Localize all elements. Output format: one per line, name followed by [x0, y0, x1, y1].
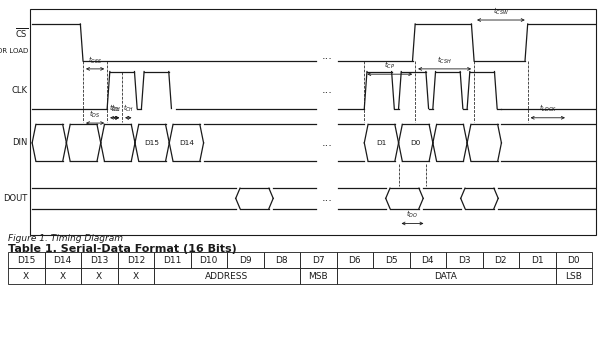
Text: D6: D6 — [349, 256, 361, 265]
Text: D14: D14 — [179, 140, 194, 146]
Text: $t_{LDCK}$: $t_{LDCK}$ — [539, 103, 557, 115]
Text: D13: D13 — [90, 256, 109, 265]
Text: D3: D3 — [458, 256, 470, 265]
Text: $t_{CP}$: $t_{CP}$ — [384, 60, 395, 71]
Bar — [482, 252, 519, 268]
Text: CLK: CLK — [12, 86, 28, 95]
Text: DIN: DIN — [13, 138, 28, 147]
Bar — [44, 268, 81, 284]
Text: D7: D7 — [312, 256, 325, 265]
Text: D12: D12 — [127, 256, 145, 265]
Bar — [154, 268, 300, 284]
Text: Table 1. Serial-Data Format (16 Bits): Table 1. Serial-Data Format (16 Bits) — [8, 244, 237, 254]
Text: $t_{CSS}$: $t_{CSS}$ — [88, 54, 102, 66]
Bar — [8, 252, 44, 268]
Bar — [44, 252, 81, 268]
Text: D11: D11 — [163, 256, 181, 265]
Bar — [337, 252, 373, 268]
Text: ...: ... — [322, 193, 332, 203]
Text: $t_{CH}$: $t_{CH}$ — [123, 103, 134, 115]
Text: D4: D4 — [421, 256, 434, 265]
Text: D9: D9 — [239, 256, 251, 265]
Bar — [154, 252, 191, 268]
Bar — [300, 268, 337, 284]
Text: DOUT: DOUT — [4, 194, 28, 203]
Text: D2: D2 — [494, 256, 507, 265]
Text: D1: D1 — [531, 256, 544, 265]
Text: MSB: MSB — [308, 272, 328, 280]
Text: X: X — [133, 272, 139, 280]
Text: $t_{CL}$: $t_{CL}$ — [111, 103, 121, 115]
Text: ...: ... — [322, 138, 332, 148]
Text: ADDRESS: ADDRESS — [205, 272, 248, 280]
Text: X: X — [96, 272, 103, 280]
Text: $t_{DS}$: $t_{DS}$ — [89, 108, 101, 120]
Bar — [337, 268, 556, 284]
Bar — [409, 252, 446, 268]
Bar — [8, 268, 44, 284]
Text: $t_{CSH}$: $t_{CSH}$ — [437, 54, 452, 66]
Text: X: X — [59, 272, 66, 280]
Bar — [556, 252, 592, 268]
Text: D15: D15 — [145, 140, 160, 146]
Text: DATA: DATA — [434, 272, 457, 280]
Bar — [118, 268, 154, 284]
Bar — [118, 252, 154, 268]
Text: ...: ... — [322, 85, 332, 95]
Bar — [556, 268, 592, 284]
Text: D0: D0 — [568, 256, 580, 265]
Bar — [446, 252, 482, 268]
Text: D5: D5 — [385, 256, 398, 265]
Text: ...: ... — [322, 51, 332, 61]
Text: D10: D10 — [200, 256, 218, 265]
Text: $t_{CSW}$: $t_{CSW}$ — [493, 5, 509, 17]
Bar — [373, 252, 409, 268]
Bar — [191, 252, 227, 268]
Text: X: X — [23, 272, 29, 280]
Bar — [81, 252, 118, 268]
Text: $t_{DH}$: $t_{DH}$ — [109, 103, 121, 115]
Text: $t_{DO}$: $t_{DO}$ — [406, 209, 419, 220]
Bar — [263, 252, 300, 268]
Text: D0: D0 — [410, 140, 421, 146]
Text: D15: D15 — [17, 256, 35, 265]
Bar — [519, 252, 556, 268]
Text: D1: D1 — [376, 140, 386, 146]
Text: D14: D14 — [53, 256, 72, 265]
Bar — [227, 252, 263, 268]
Bar — [81, 268, 118, 284]
Text: Figure 1. Timing Diagram: Figure 1. Timing Diagram — [8, 234, 123, 243]
Text: OR LOAD: OR LOAD — [0, 48, 28, 54]
Text: $\overline{\mathrm{CS}}$: $\overline{\mathrm{CS}}$ — [14, 26, 28, 40]
Bar — [300, 252, 337, 268]
Text: LSB: LSB — [565, 272, 582, 280]
Text: D8: D8 — [275, 256, 288, 265]
